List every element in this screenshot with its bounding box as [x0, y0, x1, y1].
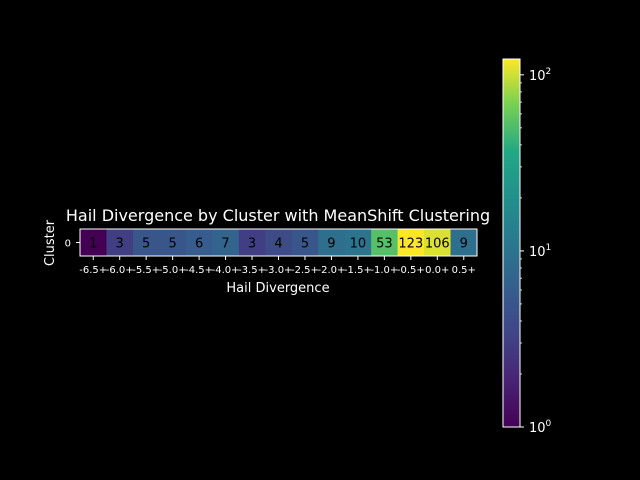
cell-value-label: 53 [376, 237, 393, 252]
colorbar-tick-label: 100 [529, 419, 552, 436]
cell-value-label: 3 [116, 237, 124, 252]
cell-value-label: 9 [460, 237, 468, 252]
x-tick-label: -3.5+ [238, 265, 266, 276]
axis-ticks: -6.5+-6.0+-5.5+-5.0+-4.5+-4.0+-3.5+-3.0+… [65, 239, 476, 277]
y-tick-label: 0 [65, 239, 71, 250]
heatmap-cell [424, 229, 451, 256]
cell-value-label: 1 [89, 237, 97, 252]
x-tick-label: 0.5+ [452, 265, 476, 276]
heatmap-cell [159, 229, 187, 256]
x-tick-label: -2.5+ [291, 265, 319, 276]
heatmap-cell [318, 229, 346, 256]
cell-value-label: 106 [425, 237, 450, 252]
x-tick-label: -2.0+ [317, 265, 345, 276]
cell-value-label: 3 [248, 237, 256, 252]
x-tick-label: 0.0+ [425, 265, 449, 276]
heatmap-cell [185, 229, 213, 256]
x-tick-label: -4.5+ [185, 265, 213, 276]
heatmap-cell [80, 229, 107, 256]
cell-value-label: 5 [301, 237, 309, 252]
heatmap-cell [132, 229, 160, 256]
heatmap-cell [265, 229, 293, 256]
cell-value-label: 10 [350, 237, 367, 252]
heatmap-cell [212, 229, 240, 256]
x-tick-label: -1.5+ [344, 265, 372, 276]
heatmap-cell [238, 229, 266, 256]
heatmap-cell [371, 229, 398, 256]
x-tick-label: -4.0+ [212, 265, 240, 276]
cell-value-label: 6 [195, 237, 203, 252]
cell-value-label: 7 [221, 237, 229, 252]
x-tick-label: -5.0+ [159, 265, 187, 276]
x-axis-label: Hail Divergence [226, 281, 329, 296]
colorbar-frame [502, 58, 521, 428]
x-tick-label: -3.0+ [265, 265, 293, 276]
x-tick-label: -0.5+ [397, 265, 425, 276]
x-tick-label: -6.5+ [79, 265, 107, 276]
cell-value-label: 123 [398, 237, 423, 252]
x-tick-label: -5.5+ [132, 265, 160, 276]
heatmap-cells: 1 3 5 5 6 7 3 4 5 9 10 53 123 106 9 [80, 229, 478, 256]
cell-value-label: 5 [168, 237, 176, 252]
heatmap-cell [397, 229, 425, 256]
cell-value-label: 5 [142, 237, 150, 252]
heatmap-cell [344, 229, 372, 256]
y-axis-label: Cluster [43, 219, 58, 266]
heatmap-cell [106, 229, 134, 256]
heatmap-cell [450, 229, 478, 256]
heatmap-cell [291, 229, 319, 256]
x-tick-label: -1.0+ [370, 265, 398, 276]
colorbar-tick-label: 102 [529, 67, 551, 84]
colorbar-tick-label: 101 [529, 243, 551, 260]
chart-title: Hail Divergence by Cluster with MeanShif… [66, 206, 490, 225]
colorbar: 100 101 102 [502, 58, 552, 436]
cell-value-label: 4 [274, 237, 282, 252]
colorbar-gradient [503, 59, 520, 427]
x-tick-label: -6.0+ [106, 265, 134, 276]
cell-value-label: 9 [327, 237, 335, 252]
